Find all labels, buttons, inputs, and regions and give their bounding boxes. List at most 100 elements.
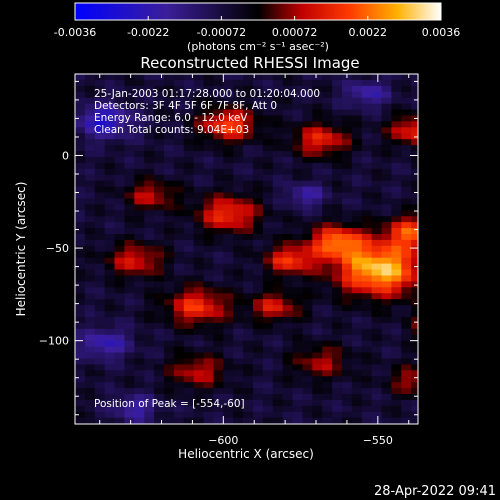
heatmap-cell bbox=[341, 204, 353, 211]
heatmap-cell bbox=[401, 180, 412, 188]
heatmap-cell bbox=[332, 411, 343, 419]
heatmap-cell bbox=[163, 180, 175, 188]
heatmap-cell bbox=[381, 423, 393, 424]
heatmap-cell bbox=[371, 340, 383, 348]
heatmap-cell bbox=[144, 216, 155, 223]
heatmap-cell bbox=[282, 133, 294, 140]
heatmap-cell bbox=[173, 293, 185, 300]
heatmap-cell bbox=[322, 352, 333, 360]
heatmap-cell bbox=[223, 216, 234, 223]
heatmap-cell bbox=[341, 263, 353, 271]
heatmap-cell bbox=[282, 423, 294, 424]
heatmap-cell bbox=[252, 364, 264, 371]
heatmap-cell bbox=[183, 394, 195, 401]
heatmap-cell bbox=[163, 411, 175, 419]
heatmap-cell bbox=[243, 103, 254, 111]
heatmap-cell bbox=[134, 156, 145, 164]
heatmap-cell bbox=[174, 430, 184, 437]
heatmap-cell bbox=[322, 275, 333, 283]
heatmap-cell bbox=[282, 382, 294, 389]
heatmap-cell bbox=[381, 328, 393, 336]
heatmap-cell bbox=[302, 245, 313, 253]
heatmap-cell bbox=[341, 334, 353, 342]
heatmap-cell bbox=[401, 263, 412, 271]
heatmap-cell bbox=[154, 180, 165, 188]
heatmap-cell bbox=[243, 121, 254, 128]
heatmap-cell bbox=[163, 186, 175, 194]
heatmap-cell bbox=[114, 109, 126, 117]
heatmap-cell bbox=[124, 399, 135, 407]
heatmap-cell bbox=[312, 405, 323, 413]
heatmap-cell bbox=[381, 358, 393, 365]
heatmap-cell bbox=[75, 74, 86, 81]
heatmap-cell bbox=[114, 394, 126, 401]
heatmap-cell bbox=[302, 269, 313, 277]
heatmap-cell bbox=[173, 281, 185, 288]
heatmap-cell bbox=[252, 382, 264, 389]
heatmap-cell bbox=[213, 263, 224, 271]
heatmap-cell bbox=[292, 293, 304, 300]
heatmap-cell bbox=[233, 352, 244, 360]
heatmap-cell bbox=[371, 156, 383, 164]
heatmap-cell bbox=[163, 417, 175, 424]
heatmap-cell bbox=[134, 145, 145, 152]
heatmap-cell bbox=[252, 127, 264, 134]
heatmap-cell bbox=[341, 228, 353, 235]
heatmap-cell bbox=[292, 376, 304, 383]
heatmap-cell bbox=[272, 287, 284, 294]
heatmap-cell bbox=[203, 281, 215, 288]
heatmap-cell bbox=[134, 322, 145, 330]
heatmap-cell bbox=[154, 251, 165, 259]
heatmap-cell bbox=[292, 97, 304, 105]
heatmap-cell bbox=[223, 423, 234, 424]
heatmap-cell bbox=[351, 370, 363, 377]
heatmap-cell bbox=[233, 311, 244, 318]
heatmap-cell bbox=[401, 139, 412, 146]
heatmap-cell bbox=[193, 228, 205, 235]
heatmap-cell bbox=[243, 145, 254, 152]
heatmap-cell bbox=[322, 430, 332, 437]
heatmap-cell bbox=[193, 417, 205, 424]
heatmap-cell bbox=[163, 228, 175, 235]
heatmap-cell bbox=[361, 382, 373, 389]
heatmap-cell bbox=[94, 287, 106, 294]
heatmap-cell bbox=[292, 399, 304, 407]
heatmap-cell bbox=[75, 109, 86, 117]
heatmap-cell bbox=[114, 192, 126, 200]
heatmap-cell bbox=[104, 156, 116, 164]
heatmap-cell bbox=[154, 430, 164, 437]
heatmap-cell bbox=[243, 156, 254, 164]
heatmap-cell bbox=[84, 91, 96, 99]
heatmap-cell bbox=[361, 192, 373, 200]
heatmap-cell bbox=[282, 399, 294, 407]
heatmap-cell bbox=[104, 340, 116, 348]
heatmap-cell bbox=[154, 299, 165, 306]
heatmap-cell bbox=[104, 121, 116, 128]
heatmap-cell bbox=[381, 257, 393, 265]
heatmap-cell bbox=[183, 251, 195, 259]
heatmap-cell bbox=[94, 299, 106, 306]
heatmap-cell bbox=[163, 399, 175, 407]
heatmap-cell bbox=[292, 382, 304, 389]
heatmap-cell bbox=[134, 210, 145, 217]
heatmap-cell bbox=[302, 364, 313, 371]
heatmap-cell bbox=[134, 305, 145, 312]
heatmap-cell bbox=[94, 382, 106, 389]
heatmap-cell bbox=[84, 198, 96, 205]
heatmap-cell bbox=[173, 411, 185, 419]
heatmap-cell bbox=[272, 382, 284, 389]
heatmap-cell bbox=[75, 281, 86, 288]
heatmap-cell bbox=[114, 216, 126, 223]
heatmap-cell bbox=[163, 133, 175, 140]
heatmap-cell bbox=[243, 133, 254, 140]
heatmap-cell bbox=[223, 85, 234, 93]
heatmap-cell bbox=[411, 311, 418, 318]
heatmap-cell bbox=[134, 103, 145, 111]
heatmap-cell bbox=[332, 257, 343, 265]
heatmap-cell bbox=[282, 364, 294, 371]
heatmap-cell bbox=[361, 180, 373, 188]
heatmap-cell bbox=[252, 109, 264, 117]
heatmap-cell bbox=[262, 305, 274, 312]
heatmap-cell bbox=[381, 216, 393, 223]
heatmap-cell bbox=[272, 399, 284, 407]
